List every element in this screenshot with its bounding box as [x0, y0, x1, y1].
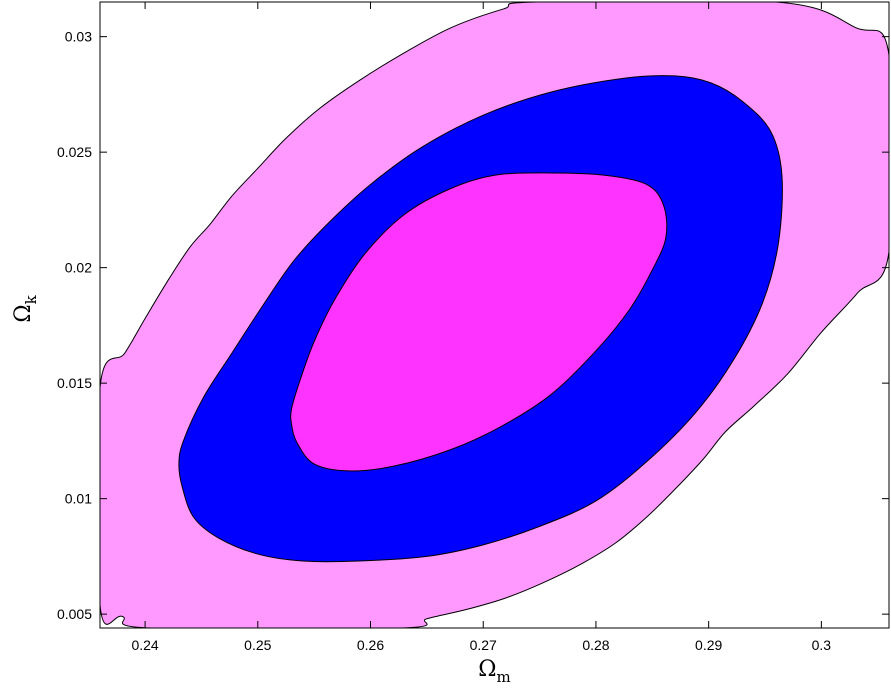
x-label-symbol: Ω — [478, 657, 496, 682]
y-tick-label: 0.015 — [57, 375, 92, 391]
y-axis-label: Ωk — [11, 294, 40, 322]
x-tick-label: 0.3 — [812, 637, 832, 653]
svg-text:Ωm: Ωm — [478, 657, 510, 686]
y-label-symbol: Ω — [11, 304, 36, 322]
contour-region-inner — [290, 172, 668, 472]
y-tick-label: 0.03 — [65, 29, 92, 45]
x-tick-label: 0.26 — [357, 637, 384, 653]
y-label-subscript: k — [22, 294, 40, 304]
plot-frame — [99, 1, 890, 629]
x-label-subscript: m — [497, 668, 511, 686]
svg-text:Ωk: Ωk — [11, 294, 40, 322]
y-tick-label: 0.01 — [65, 491, 92, 507]
axis-ticks: 0.24 0.25 0.26 0.27 0.28 0.29 0.3 0.005 0.01 0.01… — [57, 2, 889, 653]
x-axis-label: Ωm — [478, 657, 510, 686]
x-tick-label: 0.28 — [582, 637, 609, 653]
contour-regions — [100, 2, 889, 628]
y-tick-label: 0.02 — [65, 260, 92, 276]
x-tick-label: 0.25 — [244, 637, 271, 653]
x-tick-label: 0.29 — [695, 637, 722, 653]
y-tick-label: 0.005 — [57, 606, 92, 622]
x-tick-label: 0.24 — [131, 637, 158, 653]
y-tick-label: 0.025 — [57, 144, 92, 160]
x-tick-label: 0.27 — [470, 637, 497, 653]
